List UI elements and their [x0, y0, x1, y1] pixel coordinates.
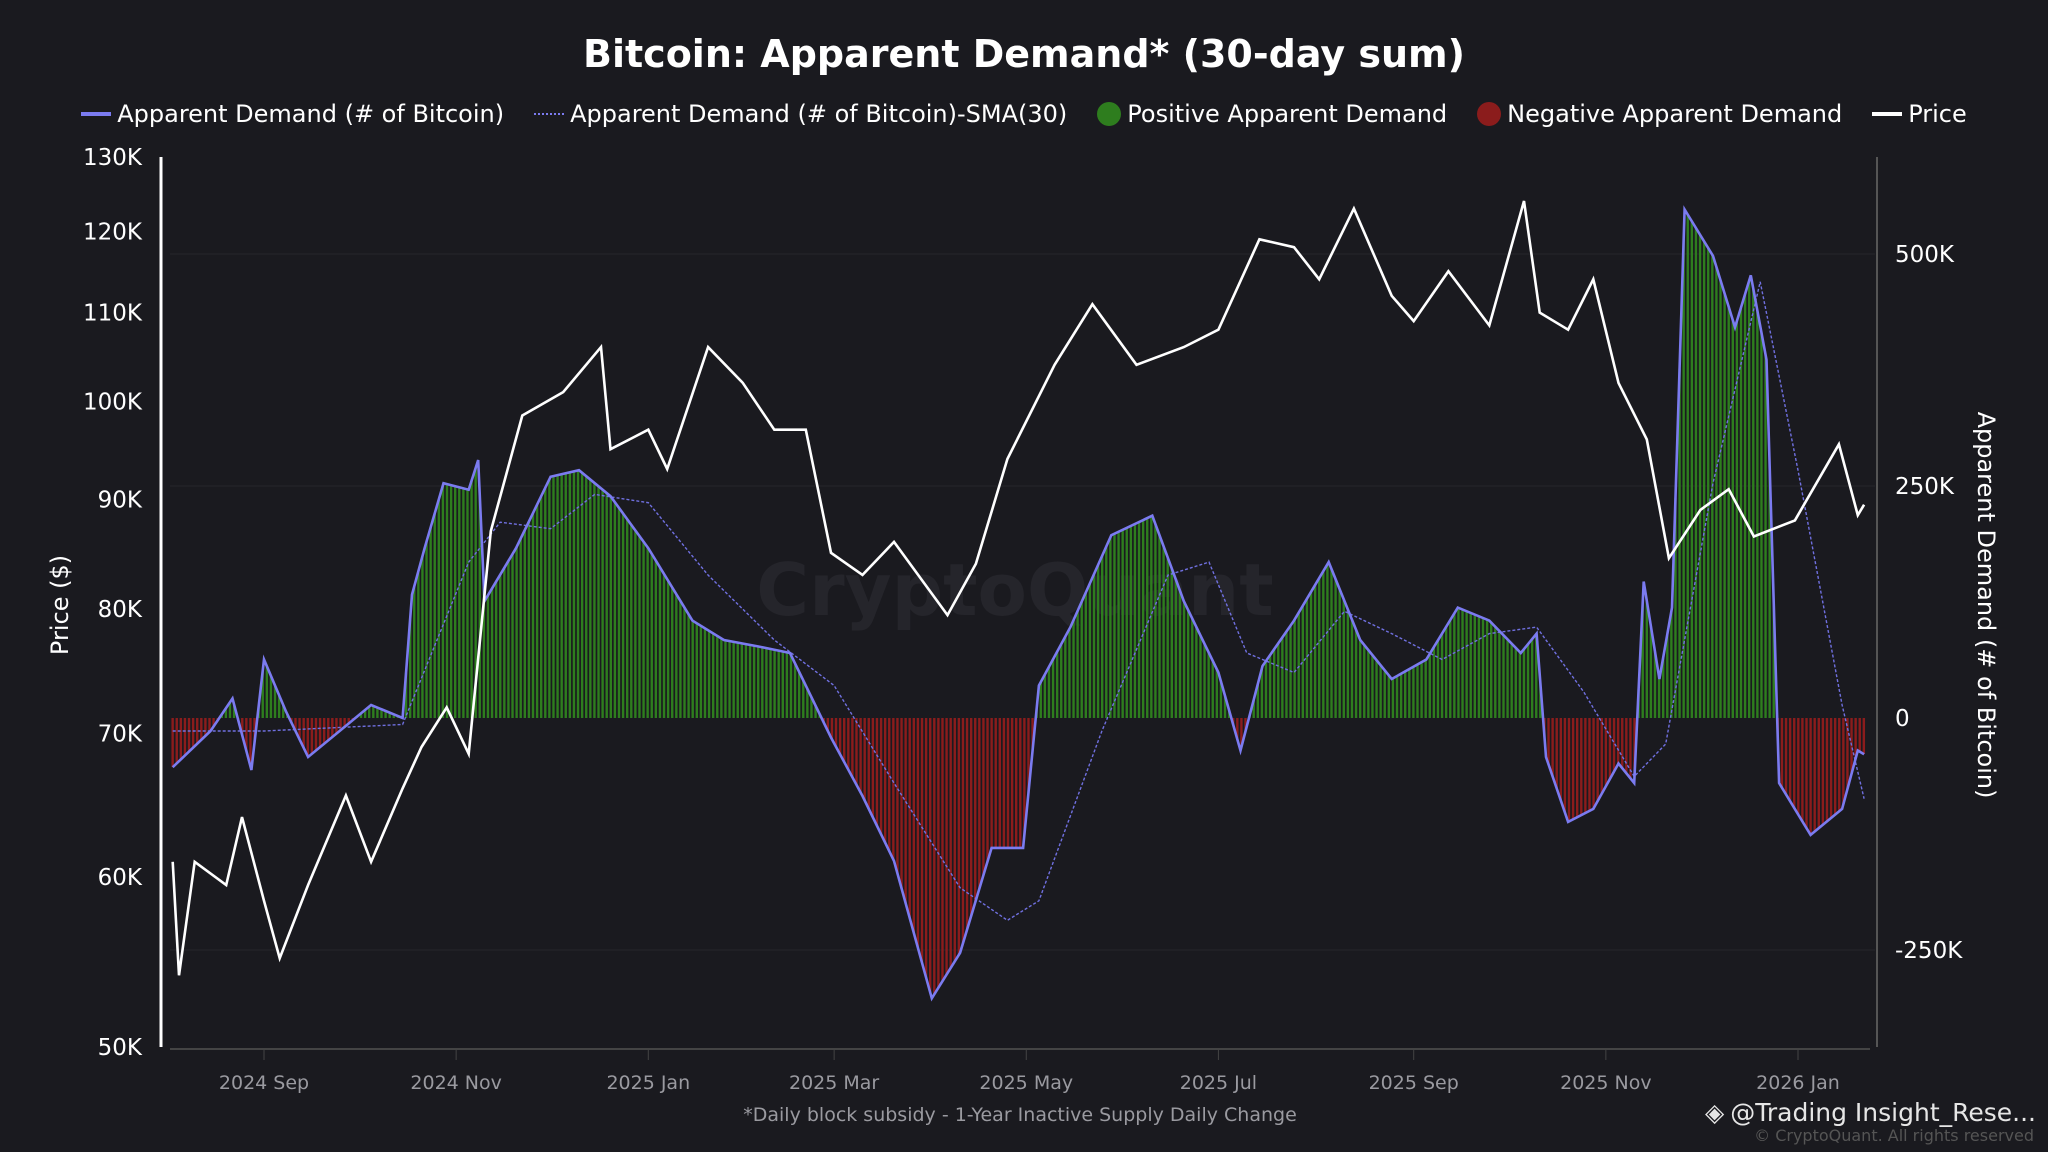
legend-label: Price — [1908, 100, 1967, 128]
y-axis-right-label: Apparent Demand (# of Bitcoin) — [1972, 412, 2000, 799]
y-left-tick-label: 130K — [83, 145, 143, 171]
copyright: © CryptoQuant. All rights reserved — [1754, 1126, 2034, 1145]
line-swatch-icon — [81, 112, 112, 116]
handle-text: @Trading Insight_Rese... — [1730, 1098, 2036, 1127]
legend-item-price[interactable]: Price — [1872, 100, 1967, 128]
y-right-tick-label: 0 — [1895, 706, 1910, 732]
x-tick-label: 2024 Sep — [219, 1072, 309, 1094]
x-tick-label: 2025 Mar — [789, 1072, 879, 1094]
green-dot-icon — [1097, 102, 1122, 126]
y-left-tick-label: 110K — [83, 301, 143, 327]
dashed-line-swatch-icon — [534, 113, 565, 115]
y-right-tick-label: 500K — [1895, 242, 1955, 268]
y-left-tick-label: 80K — [98, 597, 143, 623]
x-tick-label: 2024 Nov — [410, 1072, 501, 1094]
watermark: CryptoQuant — [756, 548, 1273, 632]
diamond-logo-icon: ◈ — [1705, 1098, 1725, 1127]
x-tick-label: 2025 Sep — [1369, 1072, 1459, 1094]
y-left-tick-label: 90K — [98, 488, 143, 514]
y-right-tick-label: -250K — [1895, 938, 1963, 964]
legend-item-positive[interactable]: Positive Apparent Demand — [1097, 100, 1447, 128]
demand-line — [171, 205, 1865, 1002]
y-left-tick-label: 70K — [98, 722, 143, 748]
legend-item-negative[interactable]: Negative Apparent Demand — [1477, 100, 1842, 128]
legend-label: Negative Apparent Demand — [1507, 100, 1843, 128]
x-tick-label: 2025 Jan — [606, 1072, 690, 1094]
legend-item-demand[interactable]: Apparent Demand (# of Bitcoin) — [81, 100, 504, 128]
x-tick-label: 2026 Jan — [1756, 1072, 1840, 1094]
white-line-swatch-icon — [1872, 112, 1903, 116]
legend-label: Apparent Demand (# of Bitcoin) — [117, 100, 505, 128]
y-left-tick-label: 60K — [98, 865, 143, 891]
x-tick-label: 2025 Nov — [1560, 1072, 1651, 1094]
sma-line — [172, 281, 1865, 922]
chart-title: Bitcoin: Apparent Demand* (30-day sum) — [583, 32, 1465, 76]
y-right-tick-label: 250K — [1895, 474, 1955, 500]
red-dot-icon — [1477, 102, 1502, 126]
y-left-tick-label: 100K — [83, 389, 143, 415]
author-handle: ◈ @Trading Insight_Rese... — [1705, 1100, 2036, 1125]
footnote: *Daily block subsidy - 1-Year Inactive S… — [743, 1104, 1297, 1126]
legend-item-sma[interactable]: Apparent Demand (# of Bitcoin)-SMA(30) — [534, 100, 1067, 128]
y-left-tick-label: 120K — [83, 220, 143, 246]
x-tick-label: 2025 Jul — [1180, 1072, 1257, 1094]
legend: Apparent Demand (# of Bitcoin) Apparent … — [0, 100, 2048, 128]
y-axis-left-label: Price ($) — [46, 555, 74, 655]
legend-label: Apparent Demand (# of Bitcoin)-SMA(30) — [570, 100, 1068, 128]
price-line — [171, 200, 1866, 976]
x-tick-label: 2025 May — [979, 1072, 1073, 1094]
y-left-tick-label: 50K — [98, 1035, 143, 1061]
legend-label: Positive Apparent Demand — [1127, 100, 1448, 128]
